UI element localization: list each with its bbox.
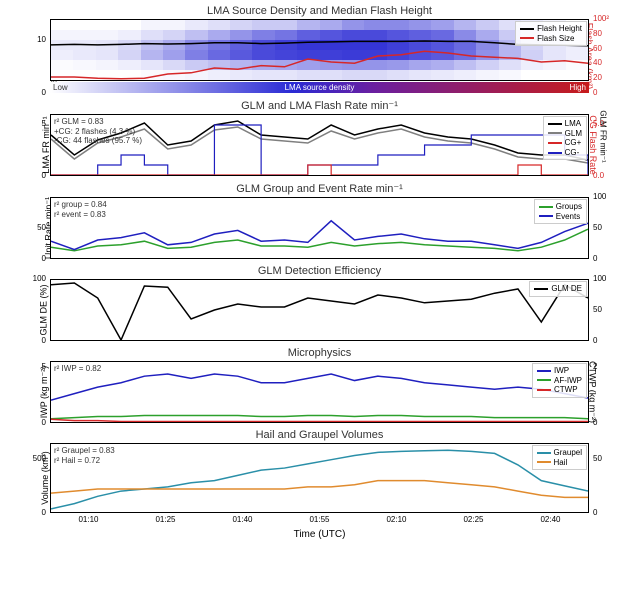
panel-4-legend: GLM DE — [529, 281, 587, 297]
panel-2-plot: r² GLM = 0.83+CG: 2 flashes (4.3 %)-CG: … — [50, 114, 589, 176]
panel-2-yticks-left: 05 — [22, 114, 46, 176]
panel-1-title: LMA Source Density and Median Flash Heig… — [8, 5, 631, 17]
panel-4-yticks-left: 0100 — [22, 279, 46, 341]
panel-3-plot: r² group = 0.84r² event = 0.83 GroupsEve… — [50, 197, 589, 259]
panel-5-legend: IWPAF-IWPCTWP — [532, 363, 587, 398]
figure-root: LMA Source Density and Median Flash Heig… — [0, 0, 639, 551]
panel-3: GLM Group and Event Rate min⁻¹ Unit Rate… — [8, 182, 631, 259]
panel-2-title: GLM and LMA Flash Rate min⁻¹ — [8, 99, 631, 112]
panel-6-title: Hail and Graupel Volumes — [8, 429, 631, 441]
panel-3-yticks-left: 050 — [22, 197, 46, 259]
panel-4: GLM Detection Efficiency GLM DE (%) 0100… — [8, 265, 631, 341]
panel-3-annotation: r² group = 0.84r² event = 0.83 — [54, 200, 107, 219]
panel-3-yticks-right: 050100 — [593, 197, 619, 259]
density-bar-low: Low — [50, 82, 71, 93]
panel-5: Microphysics IWP (kg m⁻²) CTWP (kg m⁻²) … — [8, 347, 631, 423]
panel-6-yticks-left: 0500 — [22, 443, 46, 513]
x-axis-ticks: 01:1001:2501:4001:5502:1002:2502:40 — [50, 515, 589, 527]
density-bar-mid: LMA source density — [282, 82, 358, 93]
panel-6-yticks-right: 050 — [593, 443, 619, 513]
panel-2-annotation: r² GLM = 0.83+CG: 2 flashes (4.3 %)-CG: … — [54, 117, 142, 146]
panel-6: Hail and Graupel Volumes Volume (km³) 05… — [8, 429, 631, 540]
panel-2: GLM and LMA Flash Rate min⁻¹ LMA FR min⁻… — [8, 99, 631, 176]
panel-3-title: GLM Group and Event Rate min⁻¹ — [8, 182, 631, 195]
panel-1: LMA Source Density and Median Flash Heig… — [8, 5, 631, 93]
panel-5-yticks-left: 05 — [22, 361, 46, 423]
panel-4-yticks-right: 050100 — [593, 279, 619, 341]
panel-2-legend: LMAGLMCG+CG- — [543, 116, 587, 160]
panel-5-plot: r² IWP = 0.82 IWPAF-IWPCTWP — [50, 361, 589, 423]
panel-4-plot: GLM DE — [50, 279, 589, 341]
panel-4-title: GLM Detection Efficiency — [8, 265, 631, 277]
panel-2-extra-right: GLM FR min⁻¹ — [598, 110, 607, 162]
panel-1-density-bar: Low LMA source density High — [50, 82, 589, 93]
density-bar-high: High — [567, 82, 589, 93]
panel-6-legend: GraupelHail — [532, 445, 587, 470]
panel-6-plot: r² Graupel = 0.83r² Hail = 0.72 GraupelH… — [50, 443, 589, 513]
panel-5-annotation: r² IWP = 0.82 — [54, 364, 101, 374]
panel-3-legend: GroupsEvents — [534, 199, 587, 224]
panel-1-yticks-right: 020406080100² — [593, 19, 619, 93]
panel-1-yticks-left: 010 — [22, 19, 46, 93]
panel-6-annotation: r² Graupel = 0.83r² Hail = 0.72 — [54, 446, 115, 465]
x-axis-label: Time (UTC) — [8, 529, 631, 540]
panel-5-title: Microphysics — [8, 347, 631, 359]
panel-5-yticks-right: 02 — [593, 361, 619, 423]
panel-1-plot: Flash HeightFlash Size — [50, 19, 589, 81]
panel-1-legend: Flash HeightFlash Size — [515, 21, 587, 46]
